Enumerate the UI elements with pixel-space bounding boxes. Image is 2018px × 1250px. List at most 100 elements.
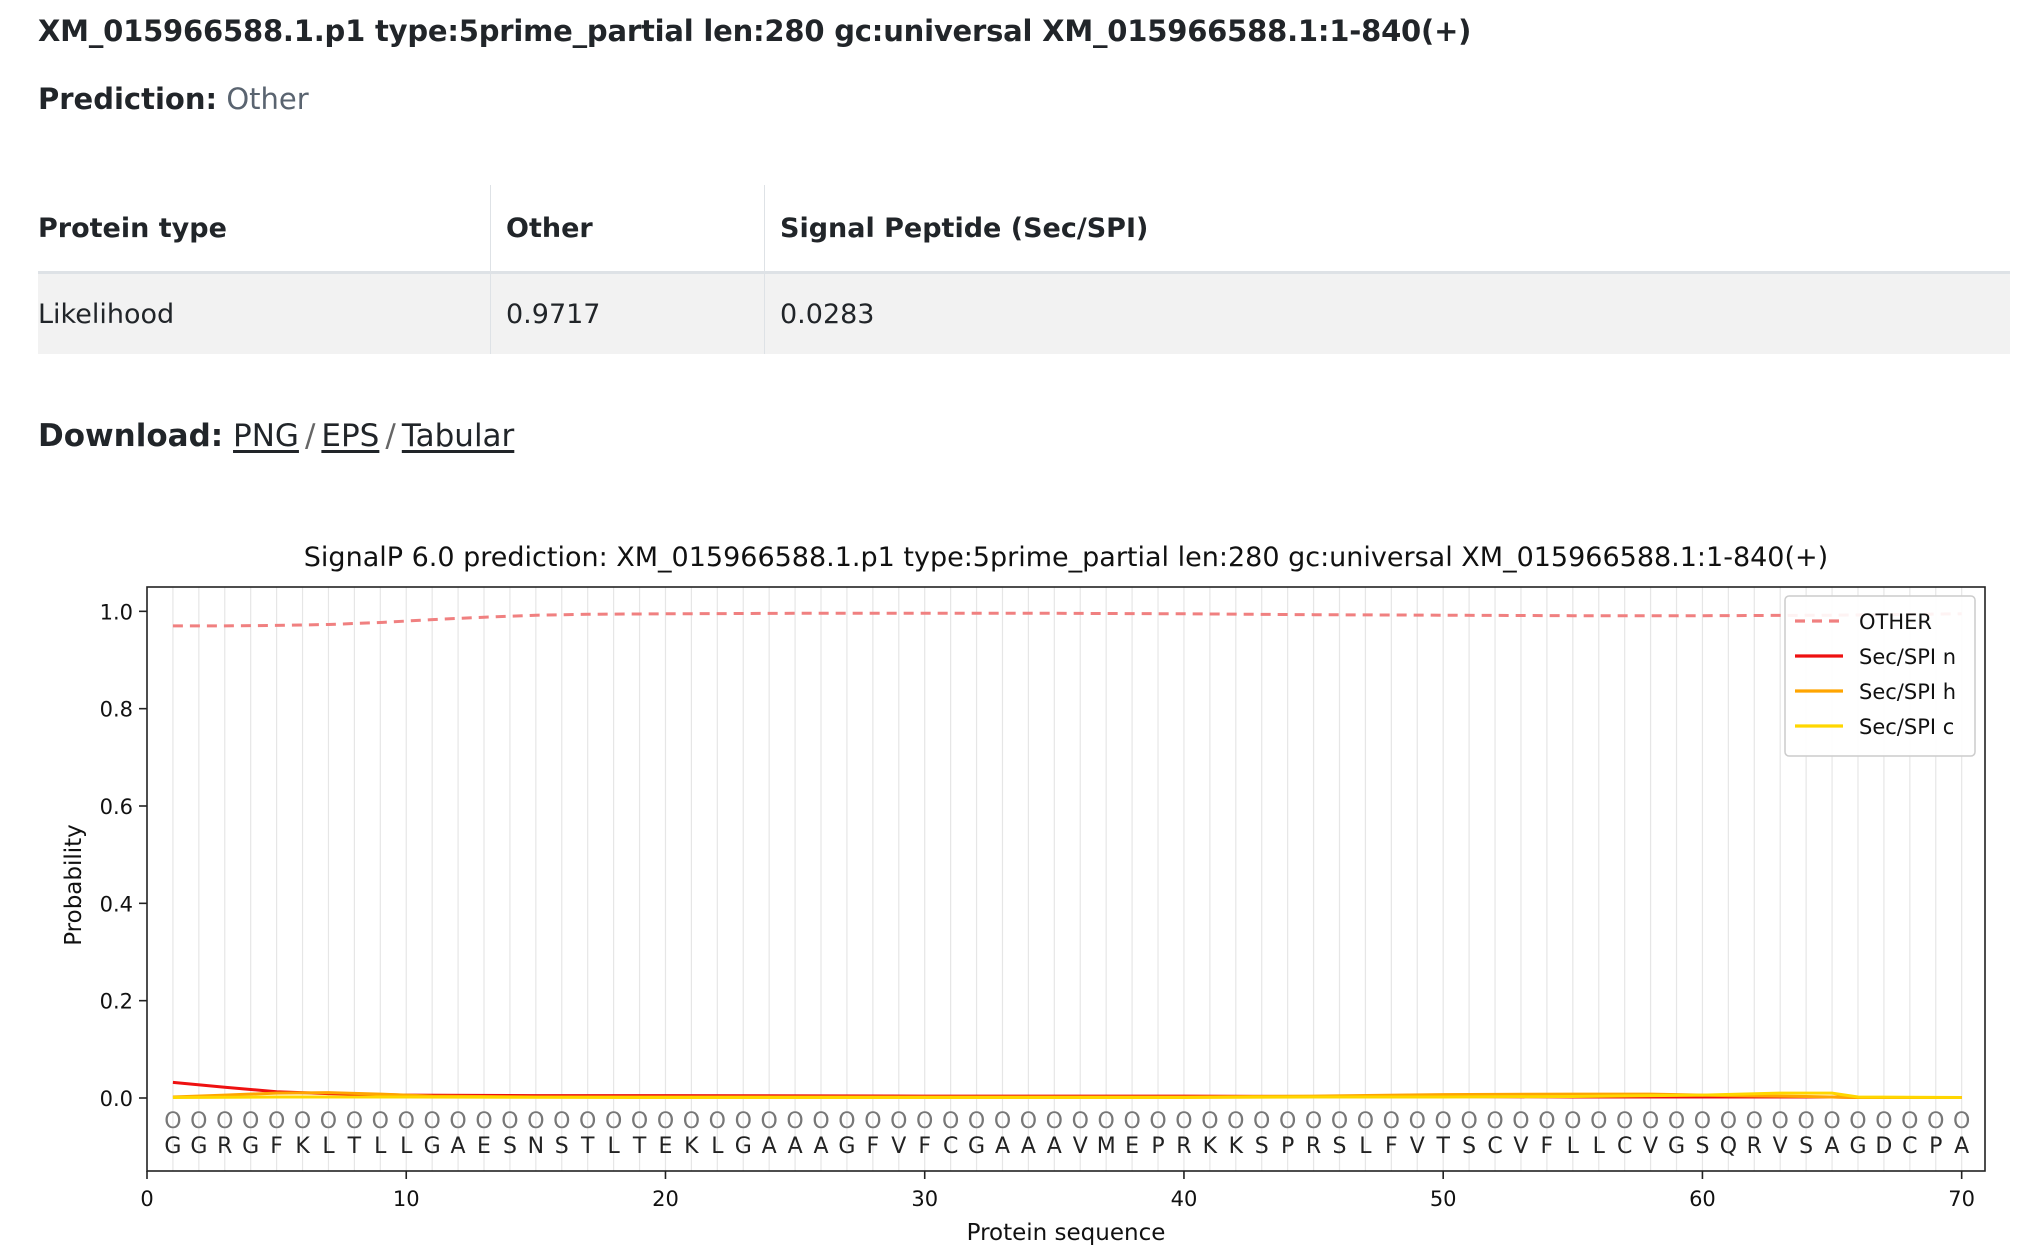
residue-annotation-label: O bbox=[1797, 1109, 1814, 1134]
residue-letter: A bbox=[1954, 1134, 1969, 1159]
residue-letter: A bbox=[1021, 1134, 1036, 1159]
download-line: Download: PNG / EPS / Tabular bbox=[38, 418, 514, 454]
residue-annotation-label: O bbox=[1020, 1109, 1037, 1134]
residue-letter: R bbox=[1747, 1134, 1762, 1159]
residue-annotation-label: O bbox=[1720, 1109, 1737, 1134]
residue-annotation-label: O bbox=[1383, 1109, 1400, 1134]
residue-letter: P bbox=[1929, 1134, 1942, 1159]
chart-legend: OTHER Sec/SPI n Sec/SPI h Sec/SPI c bbox=[1784, 595, 1976, 757]
residue-letter: S bbox=[1333, 1134, 1347, 1159]
residue-annotation-label: O bbox=[320, 1109, 337, 1134]
residue-letter: G bbox=[968, 1134, 985, 1159]
residue-annotation-label: O bbox=[1772, 1109, 1789, 1134]
x-tick-label: 60 bbox=[1689, 1187, 1716, 1211]
residue-annotation-label: O bbox=[994, 1109, 1011, 1134]
residue-letter: C bbox=[943, 1134, 958, 1159]
residue-annotation-label: O bbox=[1460, 1109, 1477, 1134]
download-png-link[interactable]: PNG bbox=[233, 418, 299, 454]
residue-letter: K bbox=[684, 1134, 699, 1159]
residue-letter: L bbox=[322, 1134, 335, 1159]
residue-letter: E bbox=[477, 1134, 491, 1159]
residue-letter: C bbox=[1617, 1134, 1632, 1159]
residue-annotation-label: O bbox=[1512, 1109, 1529, 1134]
residue-annotation-label: O bbox=[294, 1109, 311, 1134]
residue-annotation-label: O bbox=[916, 1109, 933, 1134]
residue-annotation-label: O bbox=[164, 1109, 181, 1134]
residue-letter: V bbox=[1513, 1134, 1528, 1159]
x-tick-label: 30 bbox=[911, 1187, 938, 1211]
likelihood-other-value: 0.9717 bbox=[490, 272, 765, 354]
residue-annotation-label: O bbox=[423, 1109, 440, 1134]
y-tick-label: 1.0 bbox=[100, 600, 133, 624]
residue-annotation-label: O bbox=[1253, 1109, 1270, 1134]
series-line-sec-spi-c bbox=[172, 1091, 1962, 1099]
series-line-other bbox=[172, 611, 1962, 628]
download-label: Download: bbox=[38, 418, 224, 454]
sequence-labels: OGOGOROGOFOKOLOTOLOLOGOAOEOSONOSOTOLOTOE… bbox=[164, 1109, 1970, 1159]
residue-letter: T bbox=[632, 1134, 647, 1159]
residue-letter: L bbox=[1359, 1134, 1372, 1159]
legend-label: Sec/SPI n bbox=[1859, 645, 1956, 669]
download-tabular-link[interactable]: Tabular bbox=[401, 418, 515, 454]
residue-annotation-label: O bbox=[1098, 1109, 1115, 1134]
residue-annotation-label: O bbox=[553, 1109, 570, 1134]
residue-letter: L bbox=[711, 1134, 724, 1159]
residue-letter: L bbox=[1593, 1134, 1606, 1159]
y-tick-label: 0.8 bbox=[100, 698, 133, 722]
residue-annotation-label: O bbox=[1590, 1109, 1607, 1134]
residue-annotation-label: O bbox=[1642, 1109, 1659, 1134]
likelihood-signal-peptide-value: 0.0283 bbox=[764, 272, 2010, 354]
residue-annotation-label: O bbox=[242, 1109, 259, 1134]
residue-annotation-label: O bbox=[1123, 1109, 1140, 1134]
residue-annotation-label: O bbox=[268, 1109, 285, 1134]
prediction-line: Prediction: Other bbox=[38, 82, 309, 116]
residue-letter: V bbox=[1773, 1134, 1788, 1159]
residue-annotation-label: O bbox=[657, 1109, 674, 1134]
residue-letter: G bbox=[190, 1134, 207, 1159]
residue-annotation-label: O bbox=[372, 1109, 389, 1134]
residue-annotation-label: O bbox=[1849, 1109, 1866, 1134]
residue-letter: G bbox=[164, 1134, 181, 1159]
residue-annotation-label: O bbox=[812, 1109, 829, 1134]
residue-letter: S bbox=[503, 1134, 517, 1159]
residue-letter: N bbox=[528, 1134, 544, 1159]
residue-letter: L bbox=[374, 1134, 387, 1159]
x-axis-label: Protein sequence bbox=[967, 1220, 1166, 1246]
residue-annotation-label: O bbox=[1435, 1109, 1452, 1134]
residue-annotation-label: O bbox=[864, 1109, 881, 1134]
residue-annotation-label: O bbox=[838, 1109, 855, 1134]
residue-letter: E bbox=[1125, 1134, 1139, 1159]
residue-annotation-label: O bbox=[1927, 1109, 1944, 1134]
residue-annotation-label: O bbox=[1564, 1109, 1581, 1134]
y-tick-label: 0.2 bbox=[100, 990, 133, 1014]
legend-label: Sec/SPI c bbox=[1859, 715, 1954, 739]
residue-letter: F bbox=[918, 1134, 931, 1159]
column-header-protein-type: Protein type bbox=[38, 185, 491, 274]
residue-letter: K bbox=[1203, 1134, 1218, 1159]
residue-annotation-label: O bbox=[449, 1109, 466, 1134]
residue-annotation-label: O bbox=[709, 1109, 726, 1134]
residue-letter: P bbox=[1151, 1134, 1164, 1159]
residue-letter: E bbox=[659, 1134, 673, 1159]
residue-letter: C bbox=[1902, 1134, 1917, 1159]
residue-letter: F bbox=[867, 1134, 880, 1159]
residue-letter: F bbox=[1385, 1134, 1398, 1159]
download-eps-link[interactable]: EPS bbox=[321, 418, 380, 454]
x-tick-label: 0 bbox=[140, 1187, 153, 1211]
download-separator: / bbox=[304, 418, 316, 454]
residue-letter: L bbox=[400, 1134, 413, 1159]
residue-letter: S bbox=[1255, 1134, 1269, 1159]
residue-letter: V bbox=[891, 1134, 906, 1159]
residue-annotation-label: O bbox=[1486, 1109, 1503, 1134]
residue-letter: S bbox=[1799, 1134, 1813, 1159]
residue-annotation-label: O bbox=[605, 1109, 622, 1134]
residue-letter: G bbox=[838, 1134, 855, 1159]
residue-annotation-label: O bbox=[1746, 1109, 1763, 1134]
residue-letter: T bbox=[347, 1134, 362, 1159]
chart-grid bbox=[172, 587, 1963, 1171]
residue-annotation-label: O bbox=[1149, 1109, 1166, 1134]
column-header-other: Other bbox=[490, 185, 765, 274]
residue-annotation-label: O bbox=[1823, 1109, 1840, 1134]
residue-letter: G bbox=[1668, 1134, 1685, 1159]
residue-letter: V bbox=[1643, 1134, 1658, 1159]
